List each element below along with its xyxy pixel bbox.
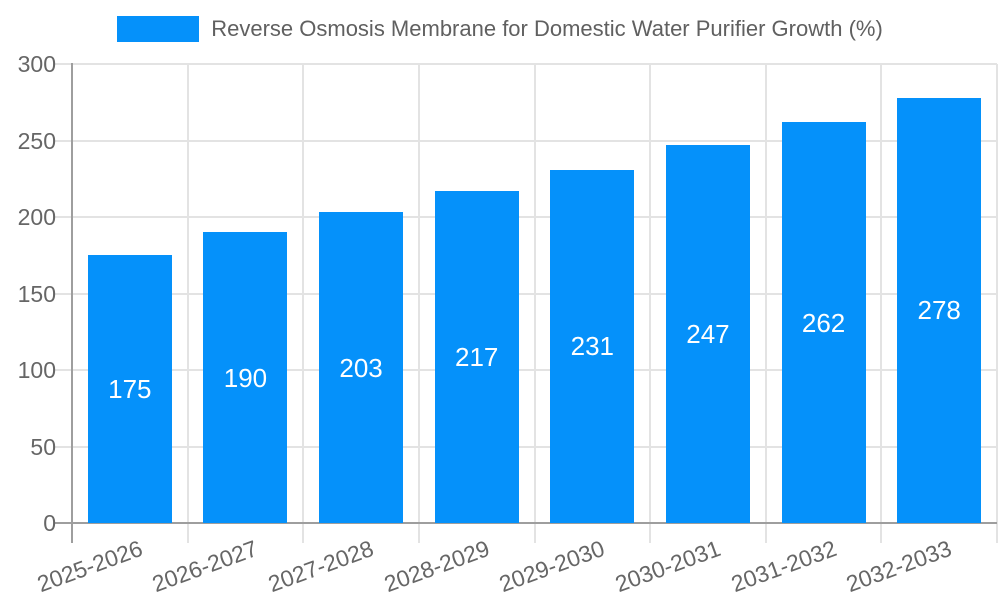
bar-value-label: 231 <box>570 331 614 362</box>
v-gridline <box>880 64 883 543</box>
y-axis-tick-label: 300 <box>17 51 56 77</box>
h-gridline <box>54 369 997 371</box>
h-gridline <box>54 445 997 448</box>
x-axis-tick-label: 2026-2027 <box>149 535 262 598</box>
chart-legend[interactable]: Reverse Osmosis Membrane for Domestic Wa… <box>0 16 1000 42</box>
y-axis-tick-label: 100 <box>17 357 56 383</box>
bar-value-label: 175 <box>108 374 152 405</box>
bar[interactable]: 190 <box>203 232 288 523</box>
bar[interactable]: 262 <box>781 122 866 523</box>
v-gridline <box>302 64 305 543</box>
bar-value-label: 262 <box>801 307 846 338</box>
legend-swatch-icon <box>117 16 200 42</box>
legend-label: Reverse Osmosis Membrane for Domestic Wa… <box>211 16 883 41</box>
y-axis-tick-label: 200 <box>17 204 56 230</box>
v-gridline <box>649 64 652 543</box>
bar[interactable]: 203 <box>319 212 404 523</box>
x-axis-tick-label: 2030-2031 <box>611 535 724 598</box>
v-gridline <box>417 64 420 543</box>
bar-value-label: 278 <box>917 295 961 326</box>
x-axis-tick-label: 2025-2026 <box>33 535 146 598</box>
v-gridline <box>764 64 767 543</box>
h-gridline <box>54 139 997 142</box>
x-axis-tick-label: 2027-2028 <box>264 535 377 598</box>
y-axis-tick-label: 0 <box>43 510 56 536</box>
v-gridline <box>186 64 189 543</box>
x-axis-tick-label: 2029-2030 <box>495 535 609 598</box>
y-axis-line <box>71 63 73 543</box>
bar[interactable]: 278 <box>897 97 982 523</box>
bar[interactable]: 217 <box>434 190 519 523</box>
x-axis-tick-label: 2032-2033 <box>842 535 956 598</box>
y-axis-tick-label: 250 <box>17 127 56 154</box>
bar-value-label: 203 <box>339 352 383 383</box>
x-axis-tick-label: 2031-2032 <box>727 535 840 598</box>
h-gridline <box>54 63 997 65</box>
bar[interactable]: 175 <box>87 255 172 523</box>
bar[interactable]: 247 <box>665 145 750 523</box>
y-axis-tick-label: 150 <box>17 280 56 307</box>
h-gridline <box>54 216 997 218</box>
v-gridline <box>996 64 998 543</box>
bar[interactable]: 231 <box>550 169 635 523</box>
x-axis-line <box>54 522 997 524</box>
y-axis-tick-label: 50 <box>30 433 56 460</box>
bar-value-label: 190 <box>223 362 268 393</box>
bar-value-label: 217 <box>454 341 499 372</box>
x-axis-tick-label: 2028-2029 <box>380 535 493 598</box>
v-gridline <box>533 64 536 543</box>
bar-value-label: 247 <box>686 319 730 350</box>
h-gridline <box>54 292 997 295</box>
